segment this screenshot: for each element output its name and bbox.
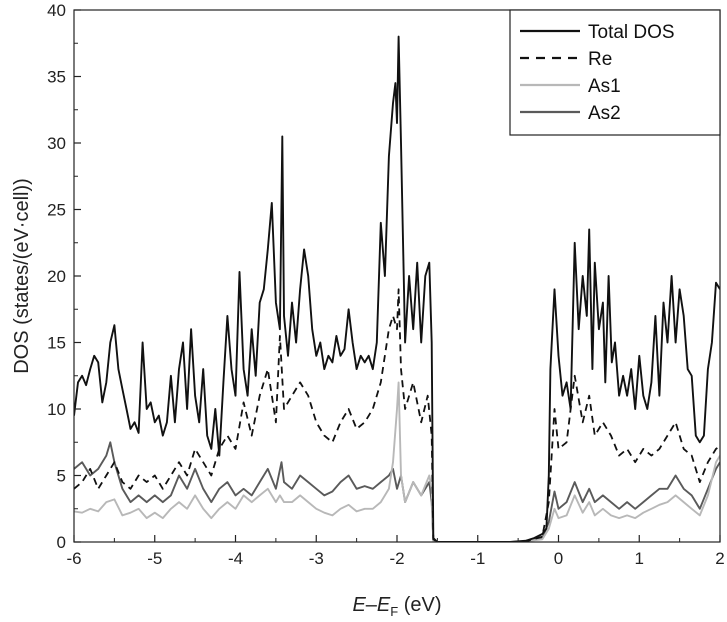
x-tick-label: 1 xyxy=(635,549,644,568)
y-tick-label: 15 xyxy=(47,334,66,353)
x-axis-label: E–EF (eV) xyxy=(352,594,441,619)
y-axis-label: DOS (states/(eV·cell)) xyxy=(11,178,33,374)
y-tick-label: 40 xyxy=(47,1,66,20)
y-tick-label: 0 xyxy=(57,533,66,552)
series-line-re xyxy=(74,288,720,542)
legend-label: Total DOS xyxy=(588,22,675,43)
x-tick-label: -1 xyxy=(470,549,485,568)
legend: Total DOS Re As1 As2 xyxy=(509,9,721,136)
y-axis: 0 5 10 15 20 25 30 35 40 xyxy=(47,1,81,552)
legend-label: Re xyxy=(588,49,612,70)
x-tick-label: -5 xyxy=(147,549,162,568)
x-tick-label: 0 xyxy=(554,549,563,568)
legend-label: As2 xyxy=(588,103,621,124)
x-tick-label: -3 xyxy=(309,549,324,568)
y-tick-label: 5 xyxy=(57,467,66,486)
y-tick-label: 25 xyxy=(47,201,66,220)
y-tick-label: 30 xyxy=(47,134,66,153)
x-tick-label: -2 xyxy=(389,549,404,568)
series-line-total-dos xyxy=(74,35,720,542)
x-tick-label: 2 xyxy=(715,549,724,568)
x-axis: -6 -5 -4 -3 -2 -1 0 1 2 xyxy=(66,535,725,568)
series-line-as2 xyxy=(74,441,720,542)
y-tick-label: 10 xyxy=(47,400,66,419)
y-tick-label: 35 xyxy=(47,68,66,87)
series-line-as1 xyxy=(74,381,720,542)
x-tick-label: -6 xyxy=(66,549,81,568)
x-tick-label: -4 xyxy=(228,549,243,568)
legend-label: As1 xyxy=(588,76,621,97)
series-layer xyxy=(74,35,720,542)
y-tick-label: 20 xyxy=(47,267,66,286)
